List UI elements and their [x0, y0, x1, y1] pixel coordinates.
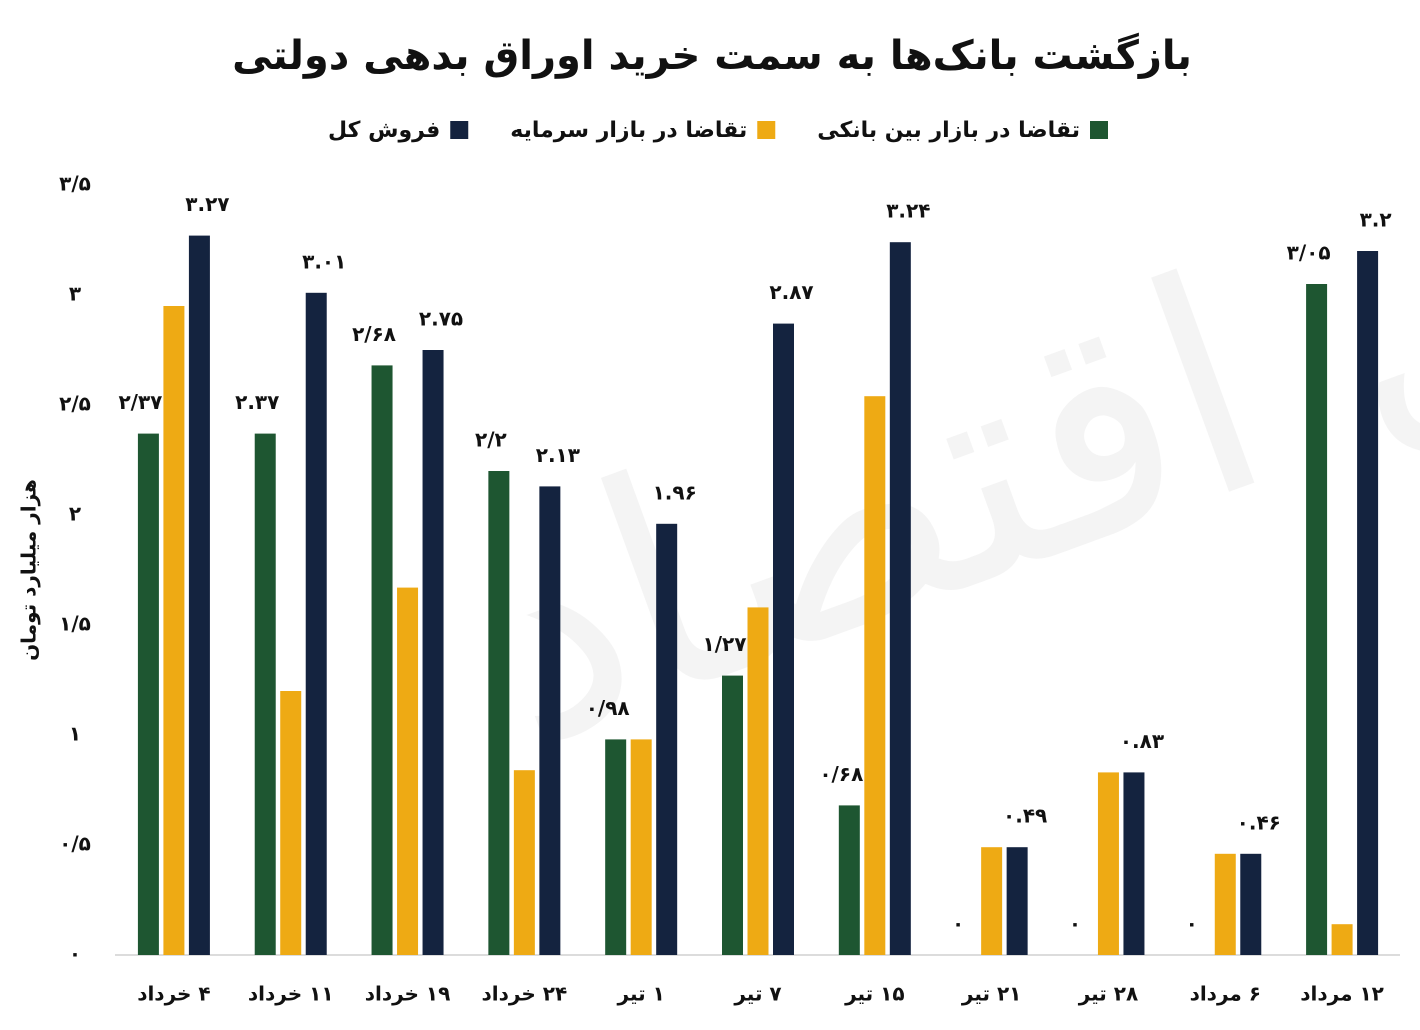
value-label: ۲/۲ [475, 428, 507, 452]
value-label: ۰ [1186, 912, 1198, 936]
x-tick-label: ۴ خرداد [137, 982, 210, 1006]
x-tick-label: ۱۲ مرداد [1300, 982, 1384, 1006]
value-label: ۲.۷۵ [419, 307, 463, 331]
bar [864, 396, 886, 955]
legend-swatch [1090, 121, 1108, 139]
value-label: ۲.۳۷ [235, 390, 279, 414]
legend-label: فروش کل [328, 118, 440, 143]
value-label: ۰/۶۸ [819, 762, 863, 786]
bar [656, 523, 678, 955]
legend-label: تقاضا در بازار بین بانکی [817, 118, 1080, 143]
x-tick-label: ۷ تیر [733, 982, 781, 1006]
value-label: ۰ [1069, 912, 1081, 936]
x-tick-label: ۲۸ تیر [1078, 982, 1139, 1006]
bar [513, 770, 535, 955]
bar [1123, 772, 1145, 955]
bar [163, 306, 185, 955]
bar [605, 739, 627, 955]
y-tick-label: ۱ [69, 722, 81, 746]
bar [397, 587, 419, 955]
y-axis-label: هزار میلیارد تومان [17, 479, 41, 661]
y-tick-label: ۳ [69, 282, 81, 306]
value-label: ۲.۸۷ [769, 280, 813, 304]
bar [1097, 772, 1119, 955]
x-tick-label: ۱۵ تیر [844, 982, 905, 1006]
value-label: ۳.۲ [1360, 208, 1392, 232]
legend-swatch [450, 121, 469, 139]
value-label: ۳.۰۱ [302, 249, 346, 273]
chart-title: بازگشت بانک‌ها به سمت خرید اوراق بدهی دو… [232, 32, 1192, 79]
bar [422, 350, 444, 955]
legend-swatch [757, 121, 776, 139]
value-label: ۲/۶۸ [352, 322, 396, 346]
y-tick-label: ۱/۵ [59, 612, 91, 636]
x-tick-label: ۲۱ تیر [961, 982, 1022, 1006]
value-label: ۲/۳۷ [118, 390, 162, 414]
bar [1240, 853, 1262, 955]
x-tick-label: ۱ تیر [617, 982, 665, 1006]
y-tick-label: ۲ [69, 502, 81, 526]
bar [137, 433, 159, 956]
value-label: ۰.۸۳ [1120, 729, 1164, 753]
value-label: ۰/۹۸ [586, 696, 630, 720]
bar [889, 242, 911, 955]
bar [981, 847, 1003, 955]
bar [722, 675, 743, 955]
y-tick-label: ۰ [69, 942, 81, 966]
x-tick-label: ۱۱ خرداد [248, 982, 334, 1006]
bar [1357, 251, 1379, 955]
value-label: ۰.۴۶ [1237, 810, 1281, 834]
value-label: ۱.۹۶ [653, 480, 697, 504]
x-tick-label: ۲۴ خرداد [482, 982, 568, 1006]
bar [371, 365, 393, 955]
y-tick-label: ۲/۵ [59, 392, 91, 416]
bar [630, 739, 652, 955]
value-label: ۱/۲۷ [703, 632, 747, 656]
value-label: ۲.۱۳ [536, 443, 580, 467]
value-label: ۰.۴۹ [1003, 804, 1047, 828]
bar [539, 486, 561, 955]
y-tick-label: ۰/۵ [59, 832, 91, 856]
bar [1006, 847, 1028, 955]
value-label: ۳.۲۷ [185, 192, 229, 216]
y-tick-label: ۳/۵ [59, 172, 91, 196]
value-label: ۰ [952, 912, 964, 936]
legend-label: تقاضا در بازار سرمایه [510, 118, 747, 143]
value-label: ۳.۲۴ [886, 199, 930, 223]
value-label: ۳/۰۵ [1287, 241, 1331, 265]
bar [305, 292, 327, 955]
bar [488, 471, 510, 955]
bar [1306, 284, 1328, 955]
bar [1331, 924, 1353, 955]
bar [773, 323, 794, 956]
bar [254, 433, 276, 956]
x-tick-label: ۱۹ خرداد [365, 982, 451, 1006]
bar [838, 805, 860, 955]
bar [188, 235, 210, 956]
x-tick-label: ۶ مرداد [1190, 982, 1261, 1006]
bar [1214, 853, 1236, 955]
bar [747, 607, 769, 955]
bar [280, 691, 302, 955]
